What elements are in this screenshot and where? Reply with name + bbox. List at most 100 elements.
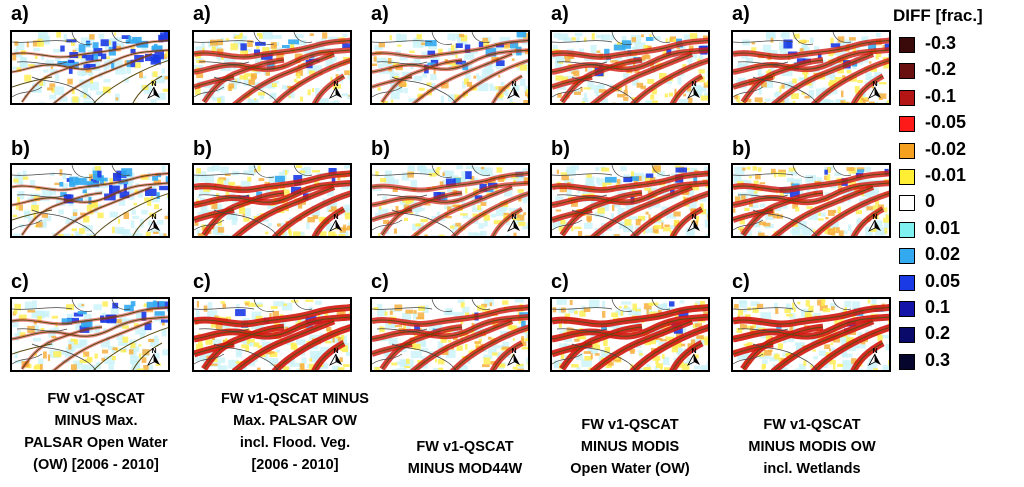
svg-text:N: N (872, 348, 877, 355)
column-caption: FW v1-QSCAT MINUS MOD44W (365, 436, 565, 480)
svg-text:N: N (872, 214, 877, 221)
svg-text:N: N (511, 214, 516, 221)
legend-entry: 0.05 (893, 270, 1023, 296)
caption-line: MINUS Max. (54, 413, 138, 429)
north-arrow-icon: N (506, 212, 522, 232)
legend-label: -0.2 (925, 59, 957, 80)
north-arrow-icon: N (686, 79, 702, 99)
svg-text:N: N (511, 81, 516, 88)
panel-label: c) (193, 271, 211, 293)
legend-swatch (899, 274, 915, 291)
column-caption: FW v1-QSCAT MINUS MODIS Open Water (OW) (530, 414, 730, 480)
caption-line: PALSAR Open Water (24, 435, 168, 451)
north-arrow-icon: N (686, 346, 702, 366)
map-panel: N (192, 30, 352, 105)
map-panel: N (370, 163, 530, 238)
legend-swatch (899, 301, 915, 317)
map-panel: N (370, 297, 530, 372)
caption-line: incl. Wetlands (763, 461, 861, 477)
caption-line: FW v1-QSCAT (416, 439, 514, 455)
north-arrow-icon: N (867, 346, 883, 366)
legend-entry: 0.01 (893, 217, 1023, 243)
map-panel: N (10, 297, 170, 372)
legend-label: -0.02 (925, 138, 967, 159)
legend-entry: -0.3 (893, 32, 1023, 58)
svg-text:N: N (691, 214, 696, 221)
map-panel: N (10, 30, 170, 105)
legend-entry: -0.2 (893, 58, 1023, 84)
north-arrow-icon: N (506, 79, 522, 99)
north-arrow-icon: N (146, 346, 162, 366)
legend-entry: 0.3 (893, 349, 1023, 375)
legend-entry: -0.01 (893, 164, 1023, 190)
caption-line: (OW) [2006 - 2010] (33, 457, 159, 473)
legend-label: -0.1 (925, 85, 957, 106)
svg-text:N: N (333, 348, 338, 355)
legend-entry: 0.2 (893, 322, 1023, 348)
legend-label: -0.01 (925, 165, 967, 185)
caption-line: Max. PALSAR OW (233, 413, 357, 429)
legend-swatch (899, 116, 915, 133)
map-panel: N (731, 163, 891, 238)
legend-label: 0.01 (925, 217, 961, 238)
map-panel: N (370, 30, 530, 105)
svg-text:N: N (333, 214, 338, 221)
legend-swatch (899, 353, 915, 370)
caption-line: FW v1-QSCAT (581, 417, 679, 433)
legend-swatch (899, 142, 915, 159)
caption-line: MINUS MODIS OW (748, 439, 876, 455)
svg-text:N: N (151, 214, 156, 221)
svg-text:N: N (691, 81, 696, 88)
map-panel: N (550, 30, 710, 105)
legend-swatch (899, 327, 915, 344)
legend-swatch (899, 221, 915, 238)
north-arrow-icon: N (867, 212, 883, 232)
svg-text:N: N (151, 81, 156, 88)
map-panel: N (192, 297, 352, 372)
legend-label: 0.3 (925, 349, 951, 370)
north-arrow-icon: N (867, 79, 883, 99)
legend-label: -0.3 (925, 33, 957, 53)
caption-line: FW v1-QSCAT (763, 417, 861, 433)
north-arrow-icon: N (146, 79, 162, 99)
north-arrow-icon: N (146, 212, 162, 232)
caption-line: [2006 - 2010] (251, 457, 339, 473)
panel-label: c) (11, 271, 29, 293)
legend-swatch (899, 37, 915, 53)
caption-line: Open Water (OW) (570, 461, 690, 477)
legend-swatch (899, 169, 915, 185)
panel-label: b) (732, 138, 751, 160)
column-caption: FW v1-QSCAT MINUS MODIS OW incl. Wetlands (712, 414, 912, 480)
panel-label: b) (193, 138, 212, 160)
panel-label: a) (193, 3, 211, 25)
legend-swatch (899, 89, 915, 106)
legend-swatch (899, 195, 915, 212)
map-panel: N (731, 30, 891, 105)
panel-label: a) (732, 3, 750, 25)
panel-label: c) (551, 271, 569, 293)
map-panel: N (550, 163, 710, 238)
north-arrow-icon: N (328, 212, 344, 232)
legend-label: 0 (925, 191, 936, 212)
column-caption: FW v1-QSCAT MINUS Max. PALSAR Open Water (O… (0, 388, 196, 476)
panel-label: c) (371, 271, 389, 293)
map-panel: N (731, 297, 891, 372)
column-caption: FW v1-QSCAT MINUS Max. PALSAR OW incl. Flo… (195, 388, 395, 476)
svg-text:N: N (872, 81, 877, 88)
legend-entry: 0 (893, 190, 1023, 216)
svg-text:N: N (511, 348, 516, 355)
map-panel: N (550, 297, 710, 372)
panel-label: a) (11, 3, 29, 25)
legend-label: 0.05 (925, 270, 961, 291)
caption-line: incl. Flood. Veg. (239, 435, 351, 451)
panel-label: a) (371, 3, 389, 25)
north-arrow-icon: N (506, 346, 522, 366)
caption-line: FW v1-QSCAT (47, 391, 145, 407)
panel-label: a) (551, 3, 569, 25)
legend-swatch (899, 63, 915, 80)
panel-label: c) (732, 271, 750, 293)
svg-text:N: N (691, 348, 696, 355)
panel-label: b) (551, 138, 570, 160)
panel-label: b) (371, 138, 390, 160)
legend-entry: -0.05 (893, 111, 1023, 137)
